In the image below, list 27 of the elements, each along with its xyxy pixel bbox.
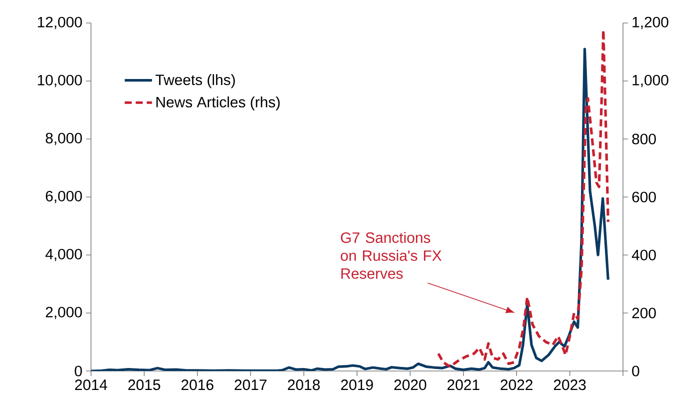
y2-tick-label: 1,000 bbox=[632, 74, 668, 88]
y2-tick-label: 600 bbox=[632, 192, 656, 202]
legend-label: News Articles (rhs) bbox=[156, 96, 280, 110]
x-tick-label: 2015 bbox=[128, 380, 160, 390]
x-tick-label: 2020 bbox=[394, 380, 426, 390]
x-tick-label: 2017 bbox=[234, 380, 266, 390]
y2-tick-label: 400 bbox=[632, 250, 656, 260]
annotation: G7 Sanctions on Russia's FX Reserves bbox=[340, 232, 442, 279]
x-tick-label: 2022 bbox=[500, 380, 532, 390]
y-tick-label: 6,000 bbox=[46, 190, 82, 204]
x-tick-label: 2021 bbox=[448, 380, 480, 390]
x-tick-label: 2023 bbox=[554, 380, 586, 390]
y-tick-label: 2,000 bbox=[46, 306, 82, 320]
y2-tick-label: 800 bbox=[632, 134, 656, 144]
x-tick-label: 2019 bbox=[341, 380, 373, 390]
y-tick-label: 8,000 bbox=[46, 132, 82, 146]
y-tick-label: 0 bbox=[74, 366, 82, 376]
x-tick-label: 2014 bbox=[75, 380, 108, 390]
y-tick-label: 10,000 bbox=[38, 74, 82, 88]
y-tick-label: 4,000 bbox=[45, 248, 82, 262]
y-tick-label: 12,000 bbox=[38, 16, 82, 30]
y2-tick-label: 1,200 bbox=[632, 16, 668, 30]
y2-tick-label: 200 bbox=[632, 308, 656, 318]
x-tick-label: 2016 bbox=[182, 380, 214, 390]
legend-label: Tweets (lhs) bbox=[156, 74, 235, 88]
y2-tick-label: 0 bbox=[632, 366, 640, 376]
x-tick-label: 2018 bbox=[288, 380, 320, 390]
